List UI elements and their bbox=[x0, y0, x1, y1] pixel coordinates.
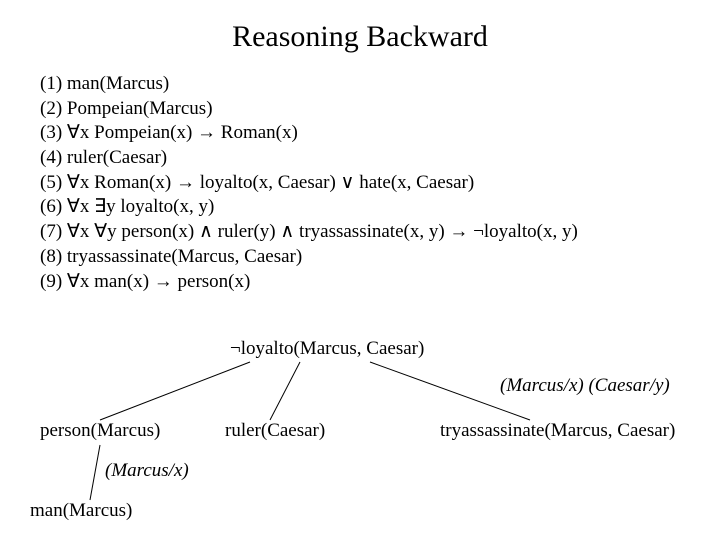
axiom-5: (5) ∀x Roman(x) → loyalto(x, Caesar) ∨ h… bbox=[40, 171, 720, 196]
axiom-6: (6) ∀x ∃y loyalto(x, y) bbox=[40, 195, 720, 220]
proof-tree: ¬loyalto(Marcus, Caesar) (Marcus/x) (Cae… bbox=[0, 320, 720, 540]
axiom-list: (1) man(Marcus) (2) Pompeian(Marcus) (3)… bbox=[40, 72, 720, 294]
axiom-2: (2) Pompeian(Marcus) bbox=[40, 97, 720, 122]
axiom-8: (8) tryassassinate(Marcus, Caesar) bbox=[40, 245, 720, 270]
tree-child-ruler: ruler(Caesar) bbox=[225, 420, 325, 442]
tree-subst-c1: (Marcus/x) bbox=[105, 460, 189, 482]
axiom-1: (1) man(Marcus) bbox=[40, 72, 720, 97]
tree-child-person: person(Marcus) bbox=[40, 420, 160, 442]
tree-subst-root: (Marcus/x) (Caesar/y) bbox=[500, 375, 670, 397]
tree-leaf-man: man(Marcus) bbox=[30, 500, 132, 522]
slide: Reasoning Backward (1) man(Marcus) (2) P… bbox=[0, 0, 720, 540]
axiom-9: (9) ∀x man(x) → person(x) bbox=[40, 270, 720, 295]
axiom-3: (3) ∀x Pompeian(x) → Roman(x) bbox=[40, 121, 720, 146]
tree-child-tryassassinate: tryassassinate(Marcus, Caesar) bbox=[440, 420, 675, 442]
axiom-7: (7) ∀x ∀y person(x) ∧ ruler(y) ∧ tryassa… bbox=[40, 220, 720, 245]
axiom-4: (4) ruler(Caesar) bbox=[40, 146, 720, 171]
tree-root: ¬loyalto(Marcus, Caesar) bbox=[230, 338, 424, 360]
slide-title: Reasoning Backward bbox=[0, 20, 720, 54]
